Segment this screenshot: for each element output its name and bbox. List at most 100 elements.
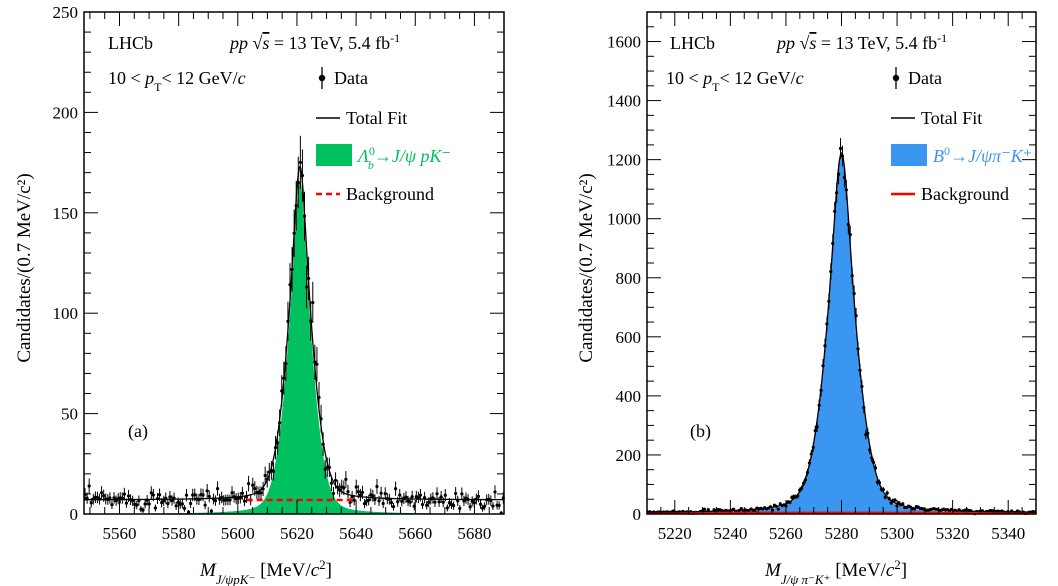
data-point — [354, 485, 358, 489]
data-point — [85, 496, 89, 500]
data-point — [433, 500, 437, 504]
data-point — [215, 486, 220, 491]
data-point — [112, 496, 116, 500]
y-tick-label: 1200 — [607, 151, 641, 170]
x-tick-label: 5320 — [936, 524, 970, 543]
data-point — [126, 494, 131, 498]
experiment-label: LHCb — [670, 33, 715, 53]
x-tick-label: 5620 — [280, 524, 314, 543]
data-point — [329, 481, 334, 485]
data-point — [356, 490, 360, 494]
x-tick-label: 5560 — [102, 524, 136, 543]
data-point — [389, 501, 394, 505]
x-tick-label: 5600 — [221, 524, 255, 543]
x-tick-label: 5660 — [398, 524, 432, 543]
data-point — [174, 504, 178, 508]
legend-data-marker — [892, 74, 900, 82]
y-tick-label: 1400 — [607, 92, 641, 111]
data-point — [182, 506, 187, 510]
data-point — [331, 491, 336, 496]
data-point — [135, 503, 139, 507]
y-tick-labels: 0 200 400 600 800 1000 1200 1400 1600 — [607, 33, 641, 524]
data-point — [253, 486, 257, 491]
data-point — [246, 482, 251, 486]
legend-signal-label: Λ0 b→J/ψ pK⁻ — [356, 144, 451, 172]
data-point — [483, 504, 487, 508]
data-point — [901, 502, 905, 506]
data-point — [427, 500, 431, 504]
legend: Data Total Fit Λ0 b→J/ψ pK⁻ Background — [316, 67, 451, 204]
data-point — [124, 501, 129, 505]
data-point — [476, 494, 481, 498]
y-tick-label: 1600 — [607, 33, 641, 52]
data-point — [885, 491, 889, 495]
data-point — [393, 487, 398, 491]
data-point — [360, 490, 365, 495]
data-point — [166, 501, 170, 506]
y-tick-label: 150 — [53, 204, 79, 223]
y-tick-label: 50 — [61, 405, 78, 424]
data-point — [381, 501, 385, 506]
panel-label: (b) — [690, 421, 711, 442]
data-point — [342, 486, 346, 490]
data-point — [153, 506, 158, 510]
data-point — [143, 502, 147, 506]
data-point — [408, 500, 412, 504]
total-fit-curve — [646, 152, 1037, 513]
data-point — [298, 160, 302, 165]
data-point — [445, 506, 449, 510]
data-point — [416, 495, 420, 500]
data-point — [189, 501, 193, 506]
x-tick-label: 5240 — [713, 524, 747, 543]
panel-b: 5220 5240 5260 5280 5300 5320 5340 0 200 400 600 8… — [576, 11, 1037, 586]
y-tick-label: 600 — [616, 328, 642, 347]
fit-line — [646, 152, 1037, 513]
data-point — [122, 492, 126, 496]
signal-component — [84, 180, 504, 515]
signal-component — [647, 154, 1036, 514]
data-point — [352, 498, 356, 502]
data-point — [99, 491, 104, 495]
data-point — [157, 493, 162, 497]
data-point — [151, 493, 155, 497]
data-point — [89, 501, 93, 505]
y-tick-label: 0 — [633, 505, 642, 524]
energy-label: pp √s = 13 TeV, 5.4 fb-1 — [775, 31, 947, 53]
signal-area — [84, 180, 504, 515]
data-point — [447, 501, 452, 505]
data-point — [437, 500, 441, 504]
data-point — [120, 496, 124, 500]
data-point — [271, 469, 276, 473]
legend: Data Total Fit B0→J/ψπ⁻K⁺ Background — [891, 67, 1032, 204]
x-tick-label: 5280 — [825, 524, 859, 543]
data-point — [776, 507, 780, 511]
data-point — [451, 504, 456, 508]
pt-range-label: 10 < pT< 12 GeV/c — [108, 68, 246, 94]
data-point — [228, 498, 232, 502]
legend-signal-label: B0→J/ψπ⁻K⁺ — [933, 144, 1032, 166]
data-point — [209, 509, 213, 513]
y-tick-label: 400 — [616, 387, 642, 406]
data-point — [207, 494, 211, 499]
data-point — [141, 508, 145, 512]
data-point — [383, 492, 387, 496]
data-point — [203, 503, 207, 507]
data-point — [373, 498, 377, 502]
data-point — [344, 477, 348, 481]
x-tick-label: 5580 — [162, 524, 196, 543]
data-point — [398, 493, 402, 497]
data-point — [391, 505, 396, 509]
y-axis-label: Candidates/(0.7 MeV/c²) — [576, 173, 597, 362]
x-tick-label: 5640 — [339, 524, 373, 543]
data-point — [162, 499, 166, 503]
data-point — [147, 502, 151, 506]
data-point — [396, 500, 400, 504]
x-tick-label: 5260 — [769, 524, 803, 543]
data-point — [435, 492, 439, 496]
data-point — [362, 502, 367, 506]
data-point — [443, 493, 447, 497]
x-tick-label: 5680 — [457, 524, 491, 543]
data-point — [346, 490, 350, 494]
data-point — [311, 300, 315, 305]
x-tick-label: 5220 — [658, 524, 692, 543]
